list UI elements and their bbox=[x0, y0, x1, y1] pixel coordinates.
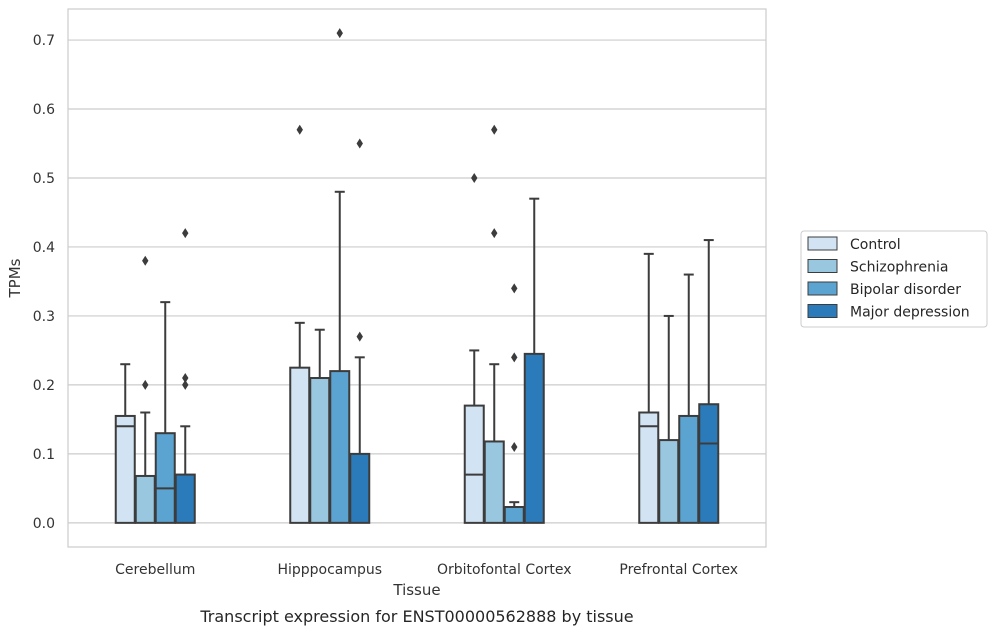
box-rect bbox=[329, 370, 351, 524]
box-3-1 bbox=[658, 314, 680, 524]
outlier-marker bbox=[356, 331, 363, 342]
legend-swatch bbox=[807, 304, 838, 318]
chart-caption: Transcript expression for ENST0000056288… bbox=[199, 607, 633, 626]
outlier-marker bbox=[491, 228, 498, 239]
box-rect bbox=[638, 411, 660, 524]
outlier-marker bbox=[356, 138, 363, 149]
box-rect bbox=[678, 414, 700, 524]
box-2-1 bbox=[483, 124, 505, 524]
box-rect bbox=[114, 414, 136, 524]
box-rect bbox=[134, 474, 156, 524]
outlier-marker bbox=[296, 124, 303, 135]
box-0-0 bbox=[114, 363, 136, 524]
outlier-marker bbox=[182, 373, 189, 384]
box-rect bbox=[483, 440, 505, 524]
x-tick-label: Orbitofontal Cortex bbox=[437, 562, 572, 578]
y-axis-title: TPMs bbox=[6, 258, 24, 298]
legend-label: Schizophrenia bbox=[850, 260, 948, 276]
outlier-marker bbox=[182, 379, 189, 390]
box-2-0 bbox=[463, 172, 485, 524]
box-rect bbox=[174, 473, 196, 524]
box-2-3 bbox=[523, 197, 545, 524]
outlier-marker bbox=[491, 124, 498, 135]
box-rect bbox=[463, 404, 485, 524]
box-3-3 bbox=[698, 239, 720, 524]
y-tick-label: 0.1 bbox=[33, 447, 55, 463]
box-rect bbox=[523, 352, 545, 524]
box-rect bbox=[503, 505, 525, 524]
box-1-0 bbox=[289, 124, 311, 524]
box-rect bbox=[154, 432, 176, 524]
outlier-marker bbox=[511, 283, 518, 294]
outlier-marker bbox=[142, 255, 149, 266]
y-tick-label: 0.4 bbox=[33, 240, 55, 256]
box-series bbox=[114, 28, 720, 524]
x-tick-labels: Cerebellum Hipppocampus Orbitofontal Corte… bbox=[115, 562, 738, 578]
box-3-2 bbox=[678, 273, 700, 524]
y-tick-labels: 0.0 0.1 0.2 0.3 0.4 0.5 0.6 0.7 bbox=[33, 33, 55, 532]
box-1-2 bbox=[329, 28, 351, 524]
box-rect bbox=[289, 366, 311, 524]
y-tick-label: 0.7 bbox=[33, 33, 55, 49]
box-1-3 bbox=[349, 138, 371, 524]
outlier-marker bbox=[511, 441, 518, 452]
box-rect bbox=[349, 452, 371, 524]
legend-swatch bbox=[807, 259, 838, 273]
box-2-2 bbox=[503, 283, 525, 524]
y-tick-label: 0.3 bbox=[33, 309, 55, 325]
box-rect bbox=[698, 403, 720, 524]
y-tick-label: 0.5 bbox=[33, 171, 55, 187]
outlier-marker bbox=[511, 352, 518, 363]
box-0-2 bbox=[154, 301, 176, 524]
y-tick-label: 0.6 bbox=[33, 102, 55, 118]
legend-label: Control bbox=[850, 237, 901, 253]
x-axis-title: Tissue bbox=[392, 581, 440, 599]
outlier-marker bbox=[336, 28, 343, 39]
outlier-marker bbox=[142, 379, 149, 390]
y-tick-label: 0.2 bbox=[33, 378, 55, 394]
box-0-1 bbox=[134, 255, 156, 524]
x-tick-label: Prefrontal Cortex bbox=[619, 562, 738, 578]
y-tick-label: 0.0 bbox=[33, 516, 55, 532]
box-3-0 bbox=[638, 252, 660, 524]
legend-swatch bbox=[807, 236, 838, 251]
legend-frame bbox=[800, 230, 988, 328]
outlier-marker bbox=[182, 228, 189, 239]
legend: Control Schizophrenia Bipolar disorder Majo… bbox=[800, 230, 988, 328]
box-rect bbox=[309, 377, 331, 524]
outlier-marker bbox=[471, 172, 478, 183]
box-rect bbox=[658, 439, 680, 524]
legend-swatch bbox=[807, 281, 838, 296]
legend-label: Bipolar disorder bbox=[850, 282, 961, 298]
plot-area-frame bbox=[67, 8, 767, 548]
legend-label: Major depression bbox=[850, 305, 970, 321]
x-tick-label: Cerebellum bbox=[115, 562, 195, 578]
box-1-1 bbox=[309, 328, 331, 524]
x-tick-label: Hipppocampus bbox=[277, 562, 382, 578]
box-0-3 bbox=[174, 228, 196, 524]
